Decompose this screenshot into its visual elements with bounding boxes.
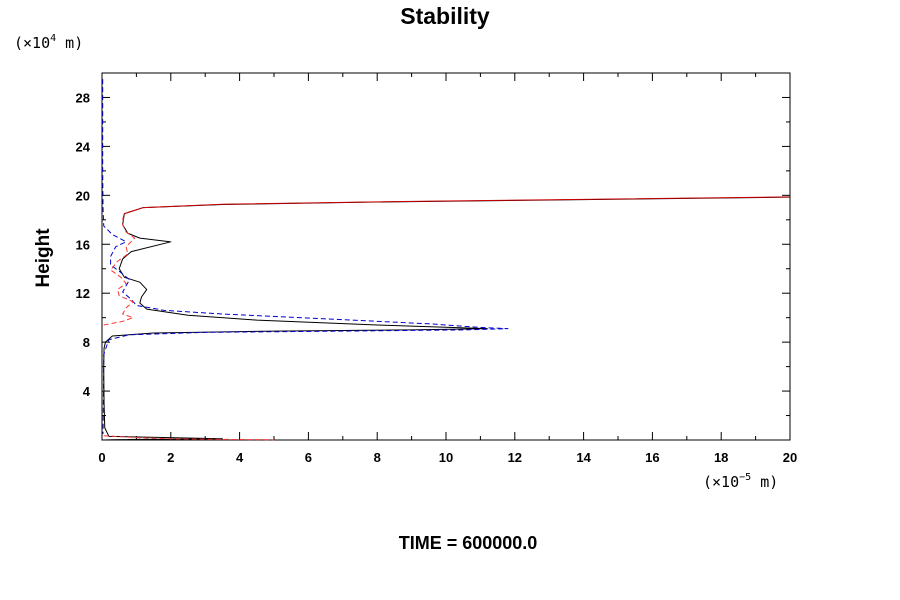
- x-tick-label: 14: [576, 450, 591, 465]
- x-tick-label: 10: [439, 450, 453, 465]
- y-axis-ticks: 4 8 12 16 20 24 28: [76, 90, 790, 417]
- x-tick-label: 16: [645, 450, 659, 465]
- series-line-3: [102, 79, 509, 434]
- x-axis-unit: (×10−5 m): [703, 472, 778, 491]
- x-tick-label: 2: [167, 450, 174, 465]
- y-axis-label: Height: [33, 228, 54, 288]
- y-axis-unit: (×104 m): [14, 33, 83, 52]
- series-layer: [102, 79, 791, 441]
- y-tick-label: 4: [83, 384, 91, 399]
- x-axis-ticks: 0 2 4 6 8 10 12 14 16 18 20: [98, 73, 797, 465]
- x-tick-label: 20: [783, 450, 797, 465]
- x-tick-label: 18: [714, 450, 728, 465]
- x-tick-label: 4: [236, 450, 244, 465]
- y-tick-label: 24: [76, 139, 91, 154]
- series-line-1: [103, 196, 791, 441]
- series-line-5: [103, 435, 275, 441]
- y-tick-label: 8: [83, 335, 90, 350]
- x-tick-label: 12: [508, 450, 522, 465]
- chart-title: Stability: [400, 3, 490, 29]
- x-tick-label: 6: [305, 450, 312, 465]
- series-line-4: [103, 217, 136, 326]
- x-tick-label: 8: [374, 450, 381, 465]
- y-tick-label: 20: [76, 188, 90, 203]
- y-tick-label: 16: [76, 237, 90, 252]
- x-tick-label: 0: [98, 450, 105, 465]
- y-tick-label: 12: [76, 286, 90, 301]
- plot-frame: [101, 72, 791, 441]
- y-tick-label: 28: [76, 90, 90, 105]
- series-line-2: [122, 196, 791, 220]
- time-label: TIME = 600000.0: [399, 533, 538, 553]
